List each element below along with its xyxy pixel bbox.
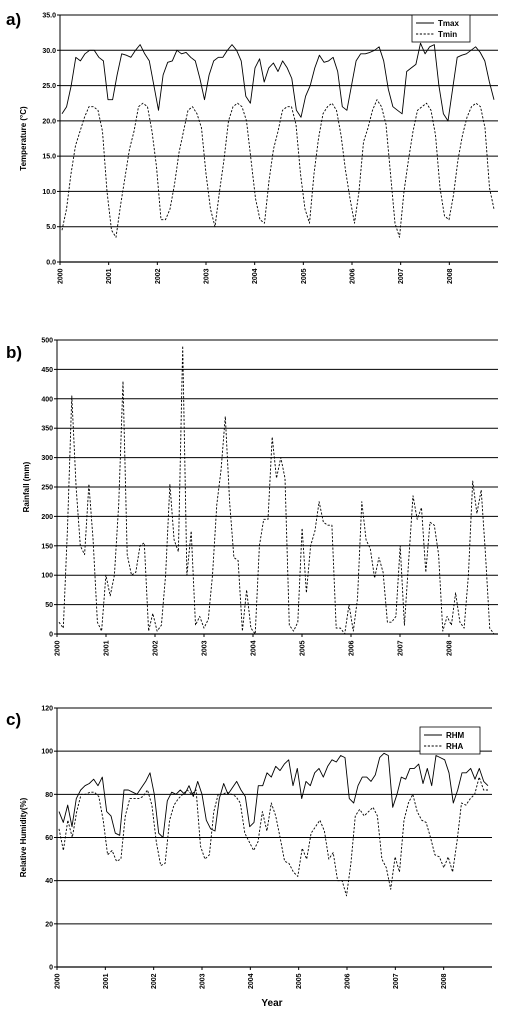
y-tick-label: 20.0: [42, 118, 56, 125]
x-tick-label: 2003: [202, 640, 209, 656]
panel-label: c): [6, 710, 21, 729]
series-line-tmax: [61, 42, 495, 122]
panel-label: b): [6, 343, 22, 362]
y-tick-label: 40: [45, 878, 53, 885]
x-tick-label: 2002: [151, 973, 158, 989]
legend-label: RHA: [446, 742, 464, 751]
x-tick-label: 2005: [301, 268, 308, 284]
y-axis-label: Temperature (°C): [19, 106, 28, 171]
x-tick-label: 2000: [55, 640, 62, 656]
y-tick-label: 150: [41, 543, 53, 550]
y-tick-label: 0: [49, 632, 53, 639]
series-line-rhm: [58, 752, 489, 838]
series-line-tmin: [61, 99, 495, 238]
y-tick-label: 200: [41, 514, 53, 521]
series-line-rha: [58, 776, 488, 897]
x-tick-label: 2008: [441, 973, 448, 989]
x-tick-label: 2003: [204, 268, 211, 284]
x-tick-label: 2002: [155, 268, 162, 284]
y-tick-label: 100: [41, 749, 53, 756]
x-tick-label: 2005: [300, 640, 307, 656]
y-tick-label: 250: [41, 485, 53, 492]
y-tick-label: 100: [41, 573, 53, 580]
legend: Tmax Tmin: [411, 14, 471, 43]
series-line-1: [58, 345, 495, 635]
x-tick-label: 2006: [345, 973, 352, 989]
y-tick-label: 120: [41, 706, 53, 713]
chart-panel-3: 0 20 40 60 80 100 120 2000 2001 2002 2003 2004 2005 2…: [6, 706, 492, 989]
y-tick-label: 25.0: [42, 83, 56, 90]
y-tick-label: 20: [45, 921, 53, 928]
x-axis-label: Year: [261, 998, 282, 1009]
chart-panel-1: 0.0 5.0 10.0 15.0 20.0 25.0 30.0 35.0 2000 2001 20…: [6, 10, 498, 284]
y-tick-label: 10.0: [42, 189, 56, 196]
y-tick-label: 50: [45, 602, 53, 609]
x-tick-label: 2004: [252, 268, 259, 284]
x-tick-label: 2005: [296, 973, 303, 989]
x-tick-label: 2000: [55, 973, 62, 989]
x-tick-label: 2002: [153, 640, 160, 656]
x-tick-label: 2004: [248, 973, 255, 989]
y-axis-label: Rainfall (mm): [22, 461, 31, 512]
legend-label: Tmin: [438, 30, 457, 39]
x-tick-label: 2001: [106, 268, 113, 284]
y-tick-label: 450: [41, 367, 53, 374]
x-tick-label: 2008: [447, 640, 454, 656]
x-tick-label: 2008: [447, 268, 454, 284]
x-tick-label: 2007: [398, 268, 405, 284]
y-tick-label: 0.0: [46, 260, 56, 267]
y-tick-label: 15.0: [42, 154, 56, 161]
y-tick-label: 300: [41, 455, 53, 462]
legend-label: RHM: [446, 731, 465, 740]
x-tick-label: 2007: [393, 973, 400, 989]
legend-box: [419, 726, 481, 755]
y-tick-label: 35.0: [42, 13, 56, 20]
chart-panel-2: 0 50 100 150 200 250 300 350 400 450 500 2000 2001 20…: [6, 338, 498, 656]
x-tick-label: 2007: [398, 640, 405, 656]
x-tick-label: 2006: [350, 268, 357, 284]
y-tick-label: 80: [45, 792, 53, 799]
y-tick-label: 0: [49, 965, 53, 972]
legend-box: [411, 14, 471, 43]
x-tick-label: 2006: [349, 640, 356, 656]
y-tick-label: 5.0: [46, 224, 56, 231]
x-tick-label: 2000: [58, 268, 65, 284]
y-tick-label: 350: [41, 426, 53, 433]
x-tick-label: 2003: [200, 973, 207, 989]
legend-label: Tmax: [438, 19, 459, 28]
x-tick-label: 2001: [103, 973, 110, 989]
x-tick-label: 2004: [251, 640, 258, 656]
panel-label: a): [6, 10, 21, 29]
y-tick-label: 60: [45, 835, 53, 842]
y-axis-label: Relative Humidity(%): [19, 797, 28, 877]
y-tick-label: 400: [41, 396, 53, 403]
y-tick-label: 30.0: [42, 48, 56, 55]
legend: RHM RHA: [419, 726, 481, 755]
x-tick-label: 2001: [104, 640, 111, 656]
y-tick-label: 500: [41, 338, 53, 345]
